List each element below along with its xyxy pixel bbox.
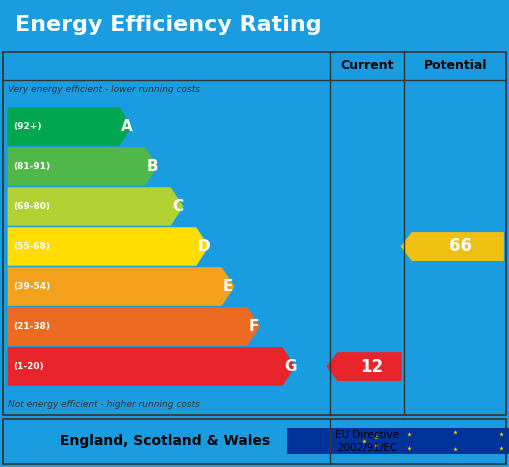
Polygon shape	[8, 227, 209, 266]
Text: F: F	[248, 319, 259, 334]
Text: Potential: Potential	[423, 59, 487, 72]
Polygon shape	[8, 187, 183, 226]
Text: EU Directive: EU Directive	[335, 430, 399, 440]
Text: Energy Efficiency Rating: Energy Efficiency Rating	[15, 15, 322, 35]
Text: A: A	[121, 119, 132, 134]
Polygon shape	[8, 267, 235, 306]
Text: 12: 12	[360, 358, 384, 375]
Text: D: D	[197, 239, 210, 254]
Polygon shape	[8, 147, 158, 186]
Text: 2002/91/EC: 2002/91/EC	[337, 443, 397, 453]
Bar	[287, 428, 509, 453]
Polygon shape	[401, 232, 504, 261]
Text: England, Scotland & Wales: England, Scotland & Wales	[60, 434, 270, 448]
Text: (21-38): (21-38)	[14, 322, 51, 331]
Text: (55-68): (55-68)	[14, 242, 51, 251]
Text: Current: Current	[340, 59, 394, 72]
Polygon shape	[326, 352, 402, 381]
Polygon shape	[8, 347, 295, 386]
Text: (39-54): (39-54)	[14, 282, 51, 291]
Polygon shape	[8, 107, 132, 146]
Text: Not energy efficient - higher running costs: Not energy efficient - higher running co…	[8, 400, 200, 409]
Polygon shape	[8, 307, 260, 346]
Text: Very energy efficient - lower running costs: Very energy efficient - lower running co…	[8, 85, 200, 94]
Text: (69-80): (69-80)	[14, 202, 51, 211]
Text: 66: 66	[449, 238, 472, 255]
Text: (81-91): (81-91)	[14, 162, 51, 171]
Text: G: G	[284, 359, 296, 374]
Text: E: E	[223, 279, 234, 294]
Text: (1-20): (1-20)	[14, 362, 44, 371]
Text: (92+): (92+)	[14, 122, 42, 131]
Text: B: B	[147, 159, 158, 174]
Text: C: C	[172, 199, 183, 214]
